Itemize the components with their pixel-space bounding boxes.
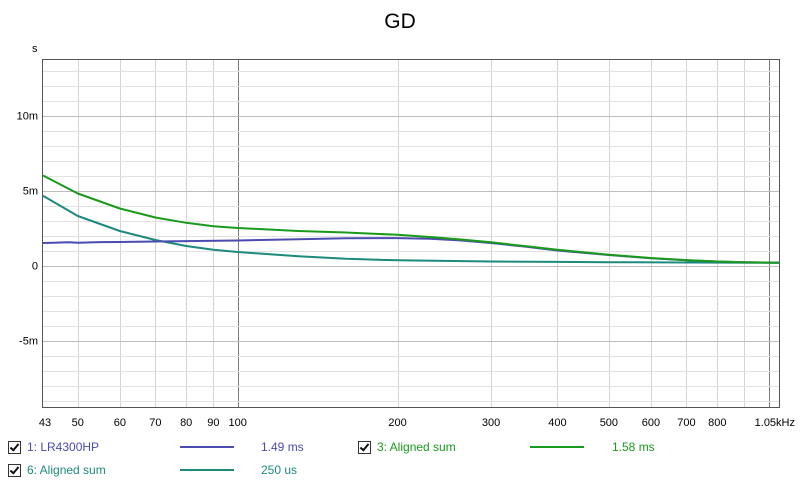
x-tick-label: 200 xyxy=(388,417,406,429)
legend-swatch-series-1 xyxy=(180,446,234,448)
legend-series-name: 6: Aligned sum xyxy=(27,463,106,477)
grid-layer xyxy=(43,60,780,408)
x-tick-label: 800 xyxy=(708,417,726,429)
x-tick-label: 90 xyxy=(207,417,219,429)
legend-item-series-1[interactable]: 1: LR4300HP xyxy=(8,438,99,456)
x-tick-label: 700 xyxy=(677,417,695,429)
x-tick-label: 50 xyxy=(72,417,84,429)
y-tick-label: 10m xyxy=(17,111,38,123)
x-tick-label: 400 xyxy=(548,417,566,429)
x-tick-label: 60 xyxy=(114,417,126,429)
y-tick-label: -5m xyxy=(19,336,38,348)
legend-swatch-series-3 xyxy=(530,446,584,448)
x-tick-label: 80 xyxy=(180,417,192,429)
chart-title: GD xyxy=(384,10,416,33)
tick-layer: 10m 5m 0 -5m 43 50 60 70 80 90 100 200 300 400 500 600 7… xyxy=(17,111,795,430)
plot-area-border xyxy=(42,59,780,408)
x-tick-label: 300 xyxy=(482,417,500,429)
x-tick-label: 70 xyxy=(149,417,161,429)
legend-series-value: 1.49 ms xyxy=(261,440,304,454)
x-tick-label: 100 xyxy=(228,417,246,429)
y-axis-unit-label: s xyxy=(32,43,38,55)
series-layer xyxy=(42,174,781,264)
series-line-3 xyxy=(42,194,781,264)
legend-series-name: 3: Aligned sum xyxy=(377,440,456,454)
legend-series-name: 1: LR4300HP xyxy=(27,440,100,454)
checkbox-checked-icon[interactable] xyxy=(8,440,21,454)
x-tick-label: 500 xyxy=(600,417,618,429)
series-line-2 xyxy=(42,174,781,264)
x-tick-label: 43 xyxy=(39,417,51,429)
legend-swatch-series-6 xyxy=(180,469,234,471)
x-tick-label: 600 xyxy=(642,417,660,429)
legend-item-series-3[interactable]: 3: Aligned sum xyxy=(358,438,456,456)
y-tick-label: 0 xyxy=(32,261,38,273)
x-tick-label: 1.05kHz xyxy=(755,417,795,429)
checkbox-checked-icon[interactable] xyxy=(358,440,371,454)
checkbox-checked-icon[interactable] xyxy=(8,463,21,477)
y-tick-label: 5m xyxy=(23,186,38,198)
legend-series-value: 1.58 ms xyxy=(612,440,655,454)
legend-series-value: 250 us xyxy=(261,463,298,477)
plot-background xyxy=(43,60,780,408)
legend-item-series-6[interactable]: 6: Aligned sum xyxy=(8,461,106,479)
